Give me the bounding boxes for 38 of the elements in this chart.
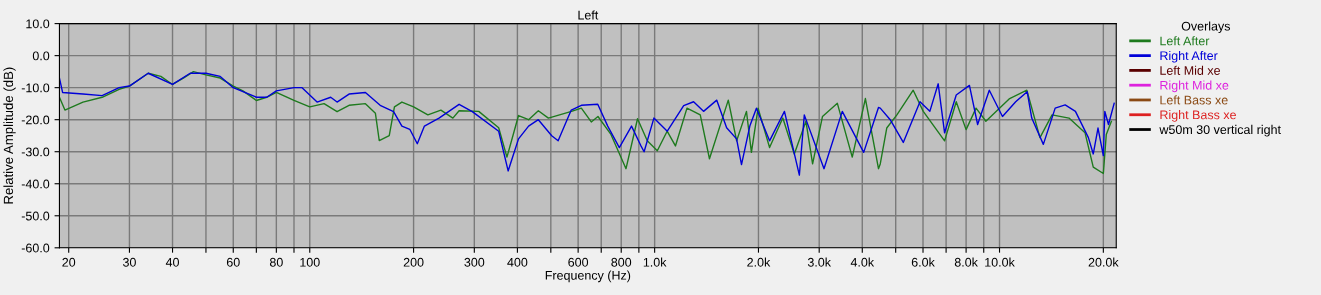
x-tick-label: 100 <box>300 257 320 267</box>
x-tick-label: 10.0k <box>985 257 1015 267</box>
y-tick-label: -20.0 <box>21 115 50 125</box>
x-tick-label: 1.0k <box>643 257 667 267</box>
legend-label: Left Bass xe <box>1160 95 1228 105</box>
x-tick-label: 2.0k <box>747 257 771 267</box>
x-tick-label: 40 <box>165 257 179 267</box>
y-tick-label: -40.0 <box>21 179 50 189</box>
x-tick-label: 20.0k <box>1088 257 1119 267</box>
y-tick-label: 10.0 <box>26 19 50 29</box>
chart-title: Left <box>578 10 599 20</box>
x-tick-label: 4.0k <box>850 257 875 267</box>
x-tick-label: 80 <box>269 257 283 267</box>
legend-title: Overlays <box>1181 21 1231 34</box>
x-tick-label: 800 <box>611 257 632 267</box>
x-tick-label: 300 <box>464 257 485 267</box>
legend-label: Right After <box>1160 50 1218 63</box>
y-axis-title: Relative Amplitude (dB) <box>3 67 16 204</box>
x-tick-label: 60 <box>226 257 240 267</box>
y-tick-label: -10.0 <box>21 83 50 93</box>
x-tick-label: 400 <box>507 257 528 267</box>
x-tick-label: 600 <box>568 257 589 267</box>
y-tick-label: -30.0 <box>21 147 50 157</box>
legend-label: Left Mid xe <box>1160 65 1220 75</box>
y-tick-label: 0.0 <box>32 51 50 61</box>
x-tick-label: 20 <box>62 257 76 267</box>
x-tick-label: 6.0k <box>911 257 935 267</box>
legend-label: w50m 30 vertical right <box>1159 124 1281 137</box>
legend-label: Right Mid xe <box>1160 80 1229 93</box>
legend-label: Right Bass xe <box>1160 110 1236 122</box>
y-tick-label: -50.0 <box>21 211 50 221</box>
x-tick-label: 3.0k <box>807 257 832 267</box>
x-tick-label: 30 <box>122 257 136 267</box>
legend-label: Left After <box>1160 36 1210 46</box>
y-tick-label: -60.0 <box>21 243 50 253</box>
x-axis-title: Frequency (Hz) <box>545 270 631 283</box>
x-tick-label: 8.0k <box>954 257 978 267</box>
x-tick-label: 200 <box>403 257 424 267</box>
